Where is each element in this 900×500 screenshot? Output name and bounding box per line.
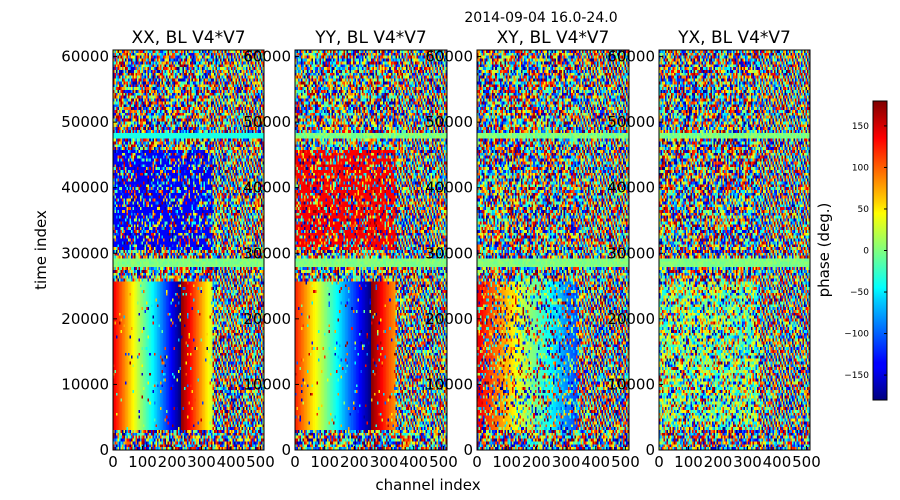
- colorbar-label: phase (deg.): [815, 203, 833, 298]
- y-tick-label: 40000: [61, 179, 109, 197]
- y-tick-label: 10000: [607, 375, 655, 393]
- x-tick-label: 300: [370, 453, 399, 471]
- y-tick-label: 40000: [607, 179, 655, 197]
- x-tick-label: 100: [492, 453, 521, 471]
- x-tick-label: 0: [472, 453, 482, 471]
- colorbar-tick-label: −50: [850, 288, 869, 298]
- y-tick-label: 10000: [243, 375, 291, 393]
- y-tick-label: 0: [281, 441, 291, 459]
- panel-xy: XY, BL V4*V70 100 200 300 400 500010000200003…: [425, 28, 639, 471]
- x-tick-label: 0: [654, 453, 664, 471]
- x-tick-label: 100: [128, 453, 157, 471]
- y-tick-label: 50000: [607, 113, 655, 131]
- x-tick-label: 200: [522, 453, 551, 471]
- colorbar-tick-label: 150: [852, 122, 869, 132]
- x-tick-label: 500: [246, 453, 275, 471]
- colorbar-tick-label: 0: [863, 247, 869, 257]
- x-tick-label: 400: [399, 453, 428, 471]
- colorbar: 150 100 50 0 −50 −100 −150 phase (deg.): [815, 100, 888, 401]
- axes-frame: [658, 49, 811, 451]
- panel-yx: YX, BL V4*V70 100 200 300 400 500010000200003…: [607, 28, 821, 471]
- x-tick-label: 500: [611, 453, 640, 471]
- phase-image-xy: [477, 50, 629, 450]
- colorbar-tick-label: −100: [844, 330, 869, 340]
- y-tick-label: 10000: [61, 375, 109, 393]
- panel-title: YY, BL V4*V7: [314, 28, 427, 48]
- y-tick-label: 40000: [425, 179, 473, 197]
- colorbar-tick-label: 50: [858, 205, 870, 215]
- y-axis-label: time index: [32, 210, 50, 290]
- x-tick-label: 0: [108, 453, 118, 471]
- y-tick-label: 0: [99, 441, 109, 459]
- panel-title: XY, BL V4*V7: [497, 28, 610, 48]
- x-tick-label: 200: [340, 453, 369, 471]
- y-tick-label: 30000: [607, 244, 655, 262]
- x-tick-label: 400: [217, 453, 246, 471]
- phase-image-yx: [659, 50, 810, 450]
- axes-frame: [112, 49, 265, 451]
- y-tick-label: 60000: [425, 48, 473, 66]
- y-tick-label: 60000: [243, 48, 291, 66]
- x-tick-label: 0: [290, 453, 300, 471]
- x-tick-label: 400: [581, 453, 610, 471]
- y-tick-label: 20000: [607, 310, 655, 328]
- colorbar-tick-label: −150: [844, 371, 869, 381]
- x-tick-label: 300: [733, 453, 762, 471]
- y-tick-label: 30000: [425, 244, 473, 262]
- y-tick-label: 0: [463, 441, 473, 459]
- panels: XX, BL V4*V70 100 200 300 400 500010000200003…: [61, 28, 821, 471]
- y-tick-label: 0: [645, 441, 655, 459]
- y-tick-label: 10000: [425, 375, 473, 393]
- axes-frame: [476, 49, 630, 451]
- axes-frame: [294, 49, 448, 451]
- x-tick-label: 300: [552, 453, 581, 471]
- y-tick-label: 50000: [425, 113, 473, 131]
- y-tick-label: 40000: [243, 179, 291, 197]
- y-tick-label: 60000: [607, 48, 655, 66]
- phase-image-xx: [113, 50, 264, 450]
- y-tick-label: 20000: [61, 310, 109, 328]
- y-tick-label: 30000: [61, 244, 109, 262]
- phase-image-yy: [295, 50, 447, 450]
- panel-xx: XX, BL V4*V7 0 100 200 300 400 500 0 10000 20000 3…: [61, 28, 275, 471]
- x-tick-label: 300: [187, 453, 216, 471]
- y-tick-label: 20000: [243, 310, 291, 328]
- y-tick-label: 30000: [243, 244, 291, 262]
- panel-title: XX, BL V4*V7: [131, 28, 245, 48]
- y-tick-label: 50000: [243, 113, 291, 131]
- panel-yy: YY, BL V4*V70 100 200 300 400 500010000200003…: [243, 28, 457, 471]
- x-tick-label: 500: [429, 453, 458, 471]
- colorbar-ticks: 150 100 50 0 −50 −100 −150: [844, 122, 887, 381]
- y-tick-label: 60000: [61, 48, 109, 66]
- x-tick-label: 200: [158, 453, 187, 471]
- colorbar-tick-label: 100: [852, 163, 869, 173]
- x-tick-label: 400: [763, 453, 792, 471]
- x-tick-label: 100: [674, 453, 703, 471]
- x-axis-label: channel index: [375, 476, 480, 494]
- panel-title: YX, BL V4*V7: [677, 28, 791, 48]
- x-tick-label: 500: [792, 453, 821, 471]
- x-tick-label: 100: [310, 453, 339, 471]
- y-tick-label: 50000: [61, 113, 109, 131]
- x-tick-label: 200: [704, 453, 733, 471]
- y-tick-label: 20000: [425, 310, 473, 328]
- suptitle: 2014-09-04 16.0-24.0: [464, 10, 617, 26]
